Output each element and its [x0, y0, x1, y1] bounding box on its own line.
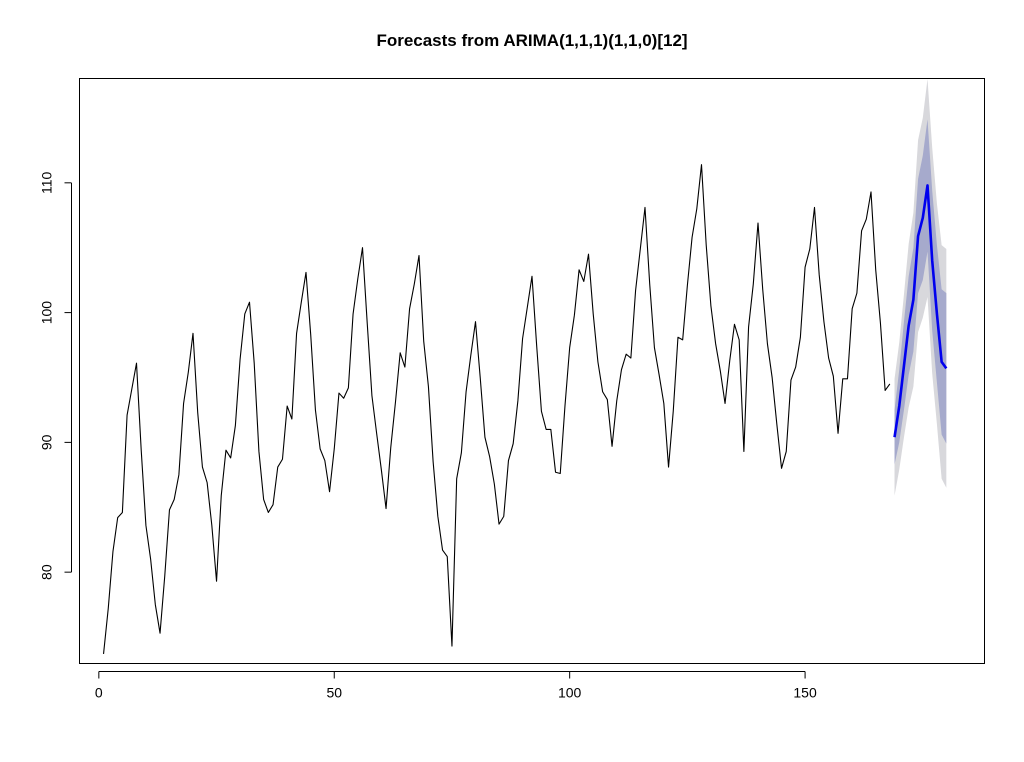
interval-95-band: [894, 79, 947, 496]
plot-frame: [79, 78, 985, 664]
observed-series-line: [102, 164, 891, 654]
y-tick-label: 100: [39, 301, 55, 325]
y-tick-label: 90: [39, 434, 55, 450]
x-tick-label: 50: [326, 685, 342, 701]
y-tick-label: 110: [39, 171, 55, 194]
x-axis: 0 50 100 150: [95, 671, 817, 701]
x-tick-label: 0: [95, 685, 103, 701]
forecast-intervals: [894, 79, 947, 496]
series-lines: [102, 164, 948, 654]
y-axis: 80 90 100 110: [39, 171, 72, 580]
chart-title: Forecasts from ARIMA(1,1,1)(1,1,0)[12]: [376, 31, 687, 50]
x-tick-label: 100: [558, 685, 582, 701]
y-tick-label: 80: [39, 564, 55, 580]
forecast-mean-line: [893, 184, 948, 438]
x-tick-label: 150: [793, 685, 817, 701]
interval-80-band: [894, 119, 947, 465]
